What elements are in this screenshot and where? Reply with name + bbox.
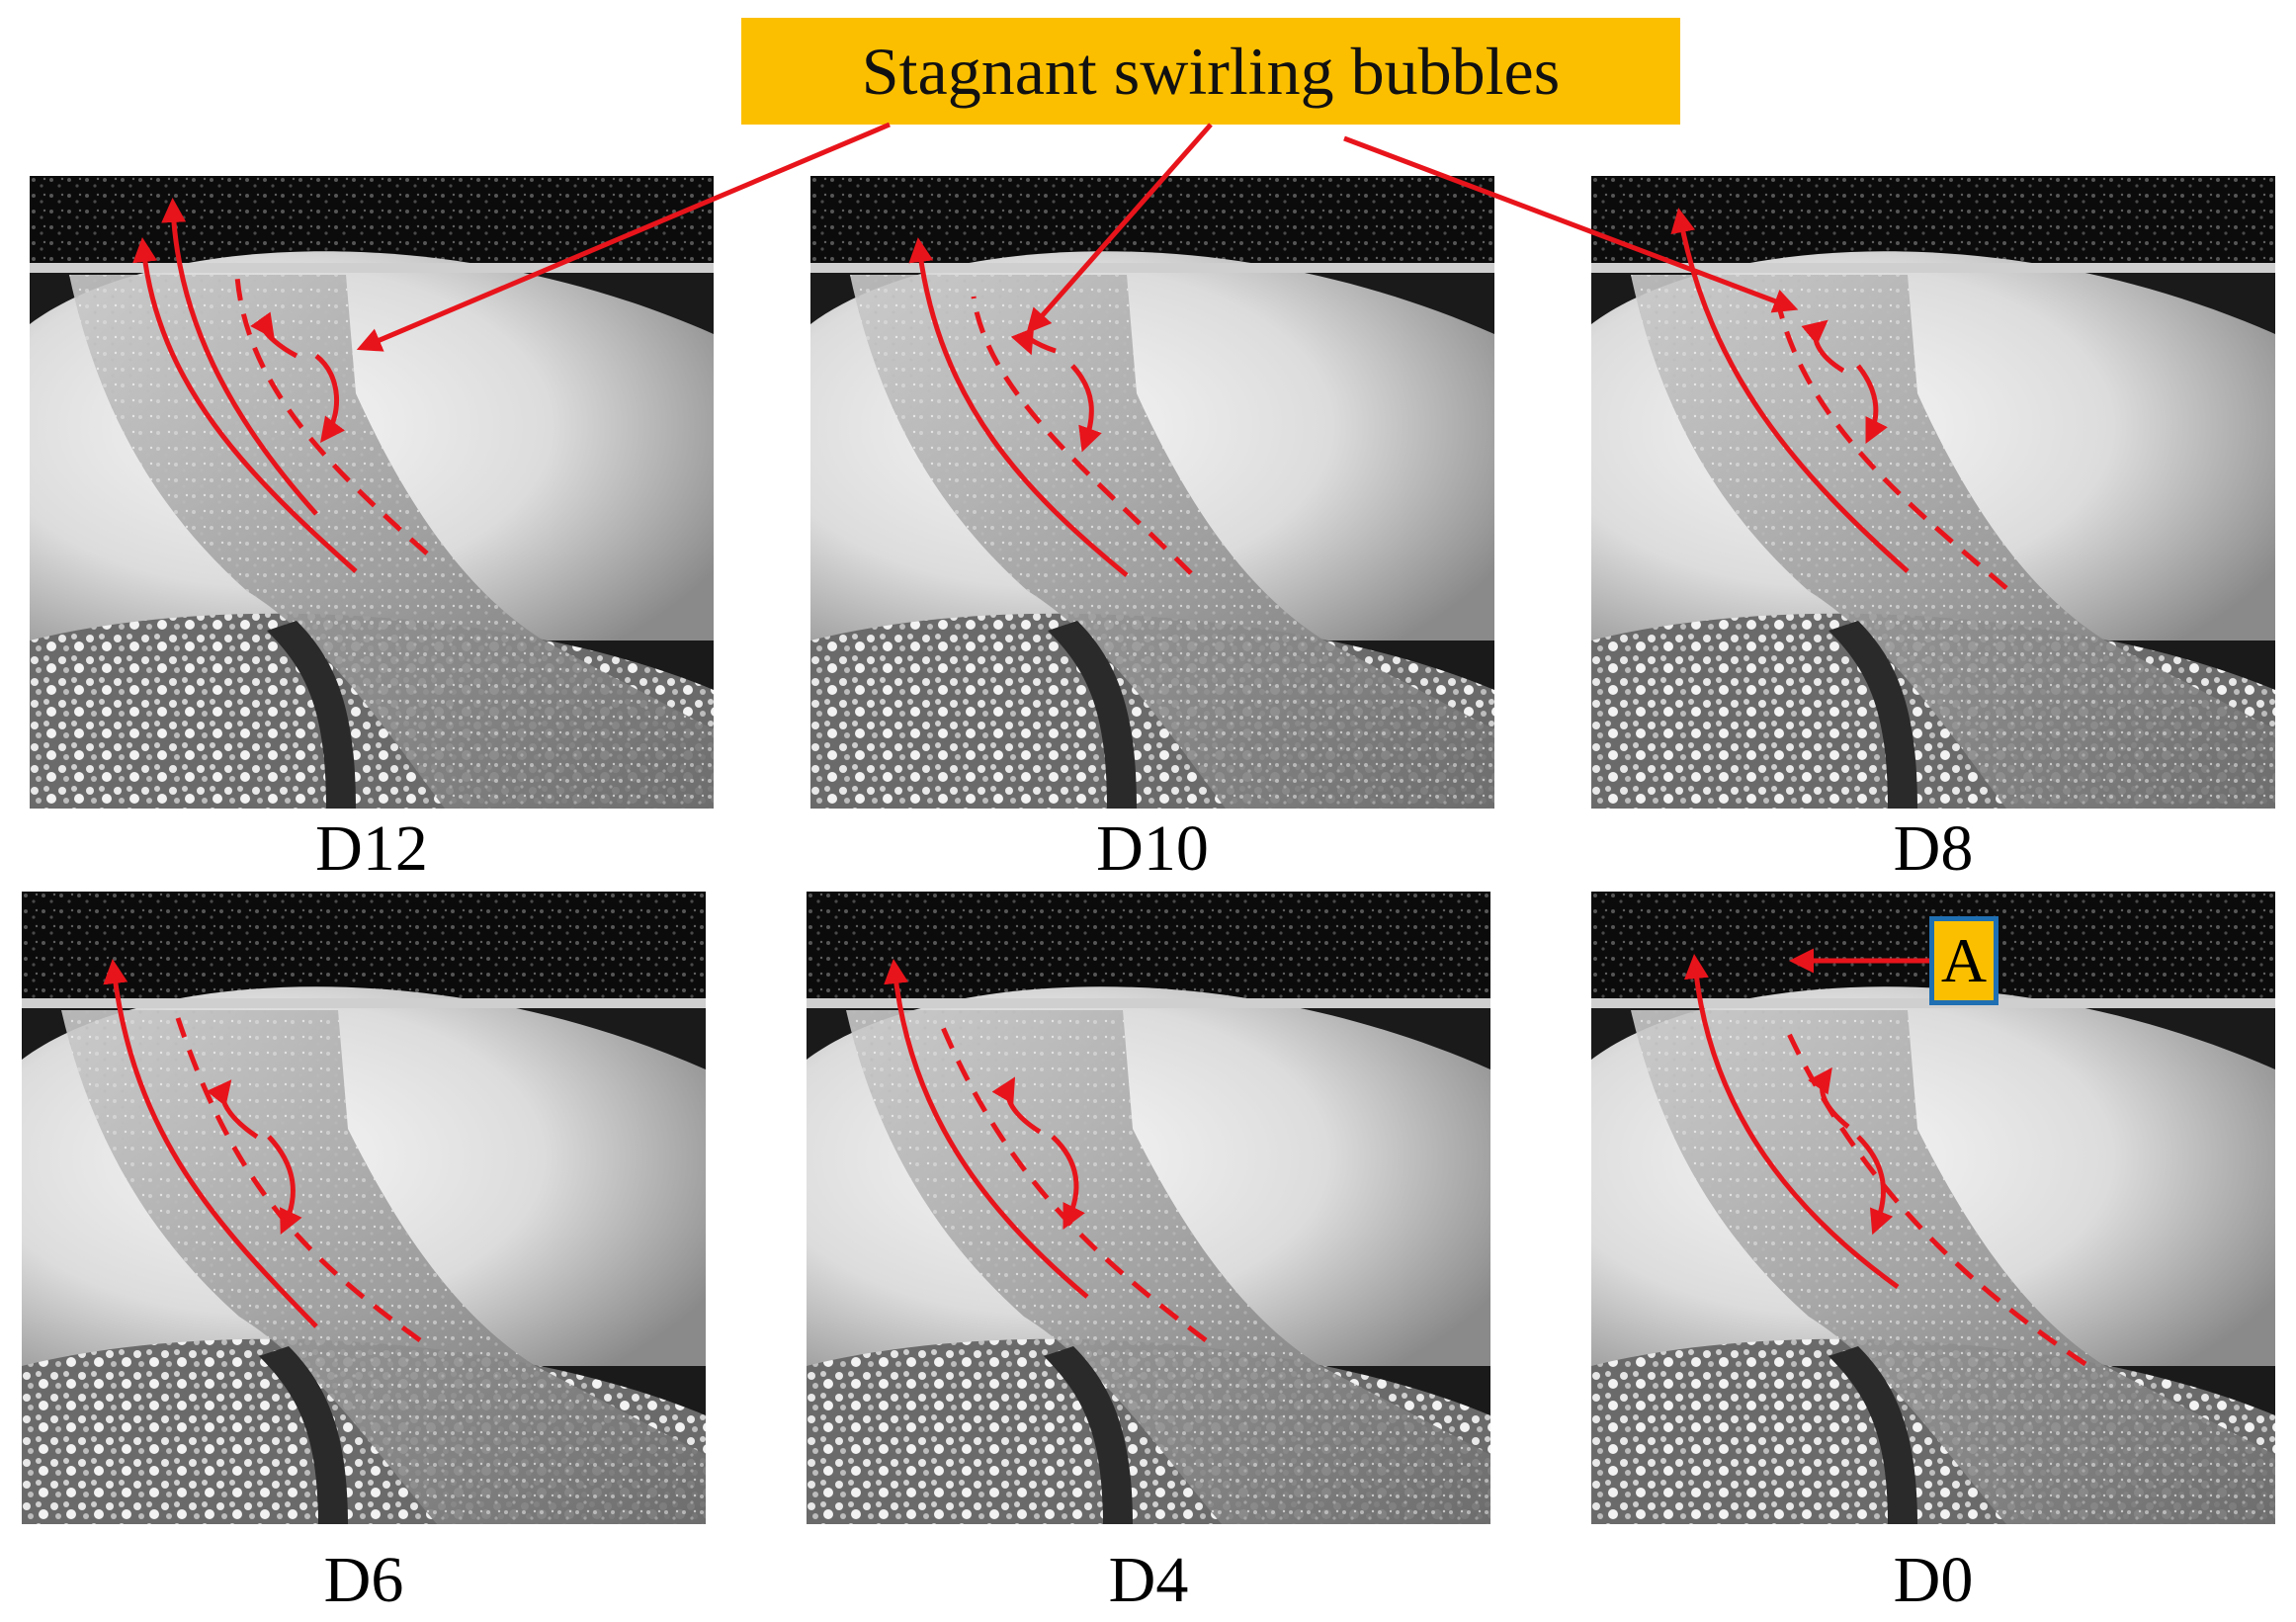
panel-d8 [1591, 176, 2275, 809]
panel-label-d0: D0 [1893, 1544, 1974, 1616]
marker-a: A [1929, 916, 1998, 1005]
flow-photo [810, 176, 1494, 809]
flow-lines-d8 [1670, 208, 2008, 590]
flow-lines-d0 [1684, 954, 2087, 1367]
flow-photo [1591, 892, 2275, 1524]
panel-label-d12: D12 [315, 812, 428, 885]
flow-lines-d12 [132, 198, 429, 573]
panel-label-d10: D10 [1096, 812, 1209, 885]
panel-d6 [22, 892, 706, 1524]
pointer-arrow [356, 122, 891, 352]
flow-photo [807, 892, 1490, 1524]
flow-lines-d6 [103, 959, 422, 1343]
panel-d12 [30, 176, 714, 809]
flow-lines-d10 [908, 237, 1193, 577]
pointer-arrow [1343, 135, 1799, 313]
panel-label-d6: D6 [323, 1544, 404, 1616]
pointer-arrow [1026, 123, 1213, 334]
panel-label-d8: D8 [1893, 812, 1974, 885]
flow-lines-d4 [884, 959, 1208, 1342]
panel-d10 [810, 176, 1494, 809]
panel-label-d4: D4 [1108, 1544, 1189, 1616]
panel-d4 [807, 892, 1490, 1524]
flow-photo [22, 892, 706, 1524]
panel-d0 [1591, 892, 2275, 1524]
flow-photo [30, 176, 714, 809]
flow-photo [1591, 176, 2275, 809]
callout-label: Stagnant swirling bubbles [741, 18, 1680, 125]
